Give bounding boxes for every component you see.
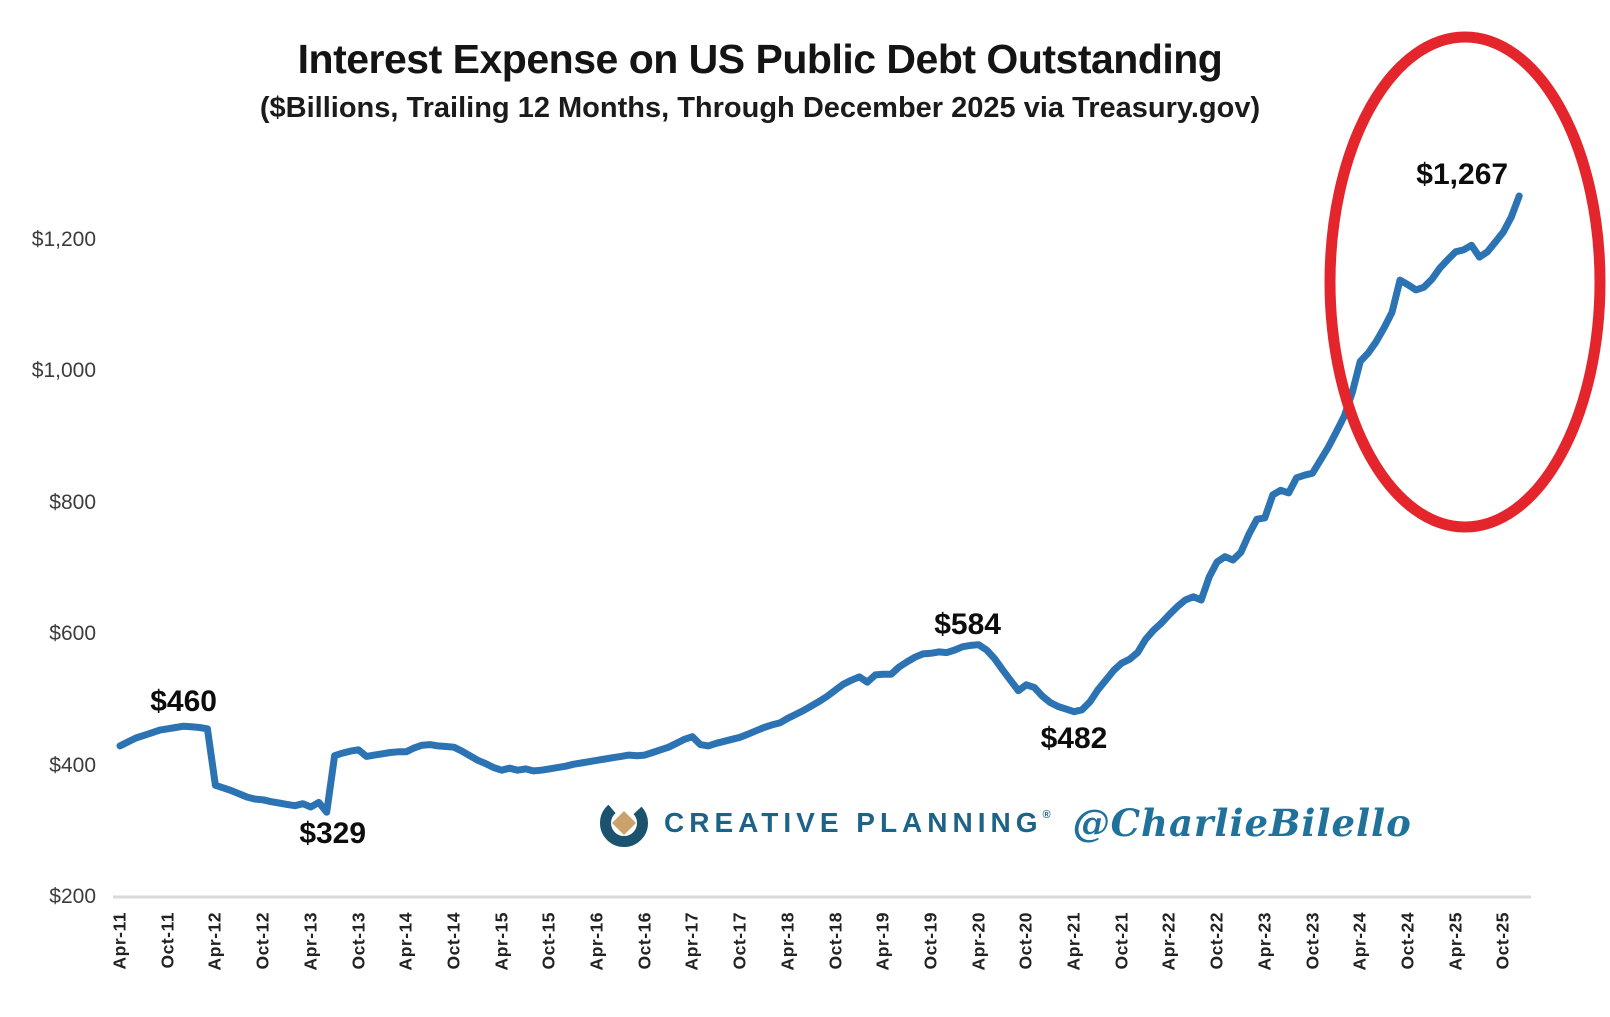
x-tick-label: Apr-11 [109,912,130,970]
x-tick-label: Apr-15 [491,912,512,971]
x-tick-label: Apr-25 [1445,912,1466,971]
data-point-label: $460 [150,685,217,719]
x-tick-label: Oct-14 [443,912,464,970]
x-tick-label: Apr-18 [777,912,798,971]
data-point-label: $329 [299,817,367,851]
x-tick-label: Apr-19 [872,912,893,971]
y-tick-label: $200 [49,885,96,908]
y-tick-label: $600 [49,622,96,646]
x-tick-label: Apr-22 [1158,912,1179,971]
x-tick-label: Oct-17 [729,912,750,970]
x-tick-label: Oct-24 [1397,912,1418,970]
y-tick-label: $800 [49,490,96,514]
logo-diamond [611,810,637,836]
x-tick-label: Oct-19 [920,912,941,970]
creative-planning-logo-icon [600,799,648,847]
y-tick-label: $1,200 [31,228,96,251]
logo-c-ring [600,799,648,847]
data-point-label: $1,267 [1416,157,1509,191]
x-tick-label: Apr-23 [1254,912,1275,971]
chart-title: Interest Expense on US Public Debt Outst… [297,36,1223,82]
x-tick-label: Oct-20 [1015,912,1036,970]
highlight-ellipse [1324,31,1606,533]
x-tick-label: Oct-13 [348,912,368,970]
x-tick-label: Oct-16 [634,912,655,970]
x-tick-label: Oct-21 [1111,912,1132,970]
x-tick-label: Apr-14 [395,912,416,971]
branding: CREATIVE PLANNING® @CharlieBilello [600,796,1412,850]
x-tick-label: Apr-17 [681,912,702,971]
org-name: CREATIVE PLANNING [664,807,1043,838]
debt-interest-line [116,192,1523,816]
x-tick-label: Oct-23 [1302,912,1322,970]
data-point-label: $584 [934,607,1001,641]
x-tick-label: Oct-12 [252,912,273,970]
x-tick-label: Oct-22 [1206,912,1227,970]
y-tick-label: $1,000 [31,359,96,383]
x-tick-label: Apr-13 [300,912,321,971]
twitter-handle: @CharlieBilello [1072,801,1412,845]
x-tick-label: Oct-18 [825,912,845,970]
x-tick-label: Oct-25 [1492,912,1513,970]
x-tick-label: Apr-20 [968,912,989,971]
registered-mark: ® [1042,809,1051,821]
data-point-label: $482 [1040,721,1108,755]
x-tick-label: Apr-12 [204,912,225,971]
y-tick-label: $400 [49,753,96,777]
x-tick-label: Apr-16 [586,912,607,971]
creative-planning-wordmark: CREATIVE PLANNING® [664,807,1051,839]
x-tick-label: Oct-15 [538,912,559,970]
x-tick-label: Apr-21 [1063,912,1084,971]
x-tick-label: Oct-11 [157,912,178,969]
chart-subtitle: ($Billions, Trailing 12 Months, Through … [259,92,1261,124]
x-tick-label: Apr-24 [1349,912,1370,971]
